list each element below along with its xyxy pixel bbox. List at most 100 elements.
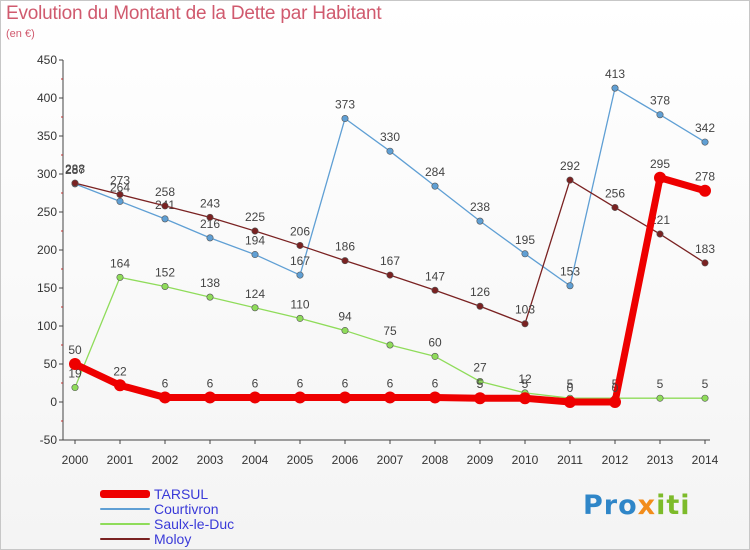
data-point <box>161 202 169 210</box>
data-label: 342 <box>695 121 715 135</box>
data-label: 147 <box>425 269 445 283</box>
data-point <box>566 176 574 184</box>
data-point <box>386 341 394 349</box>
data-point <box>206 234 214 242</box>
y-tick-label: 400 <box>37 91 57 105</box>
data-point <box>206 213 214 221</box>
data-label: 22 <box>113 364 127 378</box>
legend-label: Saulx-le-Duc <box>154 515 235 532</box>
logo-part-3: iti <box>656 490 691 521</box>
data-point <box>654 171 666 184</box>
data-point <box>611 84 619 92</box>
y-tick-label: 150 <box>37 281 57 295</box>
data-label: 195 <box>515 233 535 247</box>
y-tick-label: 0 <box>50 395 57 409</box>
data-label: 5 <box>477 377 484 391</box>
data-point <box>701 138 709 146</box>
data-label: 6 <box>387 376 394 390</box>
data-label: 373 <box>335 98 355 112</box>
y-tick-label: 200 <box>37 243 57 257</box>
data-label: 288 <box>65 162 85 176</box>
data-label: 0 <box>567 381 574 395</box>
data-point <box>114 379 126 392</box>
x-tick-label: 2004 <box>242 453 269 467</box>
data-point <box>521 250 529 258</box>
data-point <box>296 241 304 249</box>
x-tick-label: 2003 <box>197 453 224 467</box>
data-point <box>564 396 576 408</box>
data-point <box>384 391 396 404</box>
y-tick-label: 100 <box>37 319 57 333</box>
x-tick-label: 2011 <box>557 453 583 467</box>
data-point <box>656 394 664 402</box>
chart-subtitle: (en €) <box>6 28 35 40</box>
y-tick-label: -50 <box>40 433 58 447</box>
data-point <box>296 314 304 322</box>
x-tick-label: 2009 <box>467 453 494 467</box>
data-label: 27 <box>473 360 487 374</box>
data-label: 243 <box>200 196 220 210</box>
x-tick-label: 2012 <box>602 453 629 467</box>
x-tick-label: 2010 <box>512 453 539 467</box>
data-label: 94 <box>338 310 352 324</box>
data-label: 295 <box>650 157 670 171</box>
data-label: 75 <box>383 324 397 338</box>
data-point <box>611 203 619 211</box>
y-tick-label: 350 <box>37 129 57 143</box>
data-label: 6 <box>297 376 304 390</box>
data-point <box>69 358 81 370</box>
legend-swatch <box>100 507 150 510</box>
x-tick-label: 2005 <box>287 453 314 467</box>
legend-label: Moloy <box>154 530 192 547</box>
data-point <box>386 147 394 155</box>
data-point <box>339 391 351 404</box>
data-label: 19 <box>68 367 82 381</box>
data-label: 206 <box>290 224 310 238</box>
data-point <box>609 396 621 408</box>
data-label: 6 <box>162 376 169 390</box>
data-point <box>429 391 441 404</box>
data-point <box>251 227 259 235</box>
legend-item: Moloy <box>100 531 234 546</box>
data-point <box>341 327 349 335</box>
y-tick-label: 50 <box>44 357 58 371</box>
data-label: 5 <box>567 377 574 391</box>
x-tick-label: 2000 <box>62 453 89 467</box>
data-label: 256 <box>605 186 625 200</box>
legend-item: Saulx-le-Duc <box>100 516 234 531</box>
data-point <box>476 217 484 225</box>
data-label: 164 <box>110 256 130 270</box>
data-point <box>294 391 306 404</box>
data-label: 0 <box>612 381 619 395</box>
data-point <box>206 293 214 301</box>
data-point <box>71 179 79 187</box>
y-tick-label: 300 <box>37 167 57 181</box>
data-point <box>519 392 531 405</box>
data-label: 152 <box>155 265 175 279</box>
data-label: 278 <box>695 170 715 184</box>
data-point <box>251 251 259 259</box>
proxiti-logo: Proxiti <box>583 490 691 521</box>
data-label: 5 <box>702 377 709 391</box>
logo-part-1: Pro <box>583 490 638 521</box>
data-label: 126 <box>470 285 490 299</box>
x-tick-label: 2013 <box>647 453 674 467</box>
data-label: 60 <box>428 335 442 349</box>
data-point <box>699 184 711 197</box>
data-point <box>71 384 79 392</box>
data-label: 258 <box>155 185 175 199</box>
x-tick-label: 2008 <box>422 453 449 467</box>
data-label: 264 <box>110 180 130 194</box>
data-label: 50 <box>68 343 82 357</box>
legend-swatch <box>100 489 150 498</box>
data-point <box>341 115 349 123</box>
chart-title: Evolution du Montant de la Dette par Hab… <box>6 3 382 24</box>
data-label: 167 <box>290 254 310 268</box>
data-label: 330 <box>380 130 400 144</box>
data-point <box>386 271 394 279</box>
data-label: 287 <box>65 163 85 177</box>
data-point <box>431 286 439 294</box>
data-point <box>161 282 169 290</box>
